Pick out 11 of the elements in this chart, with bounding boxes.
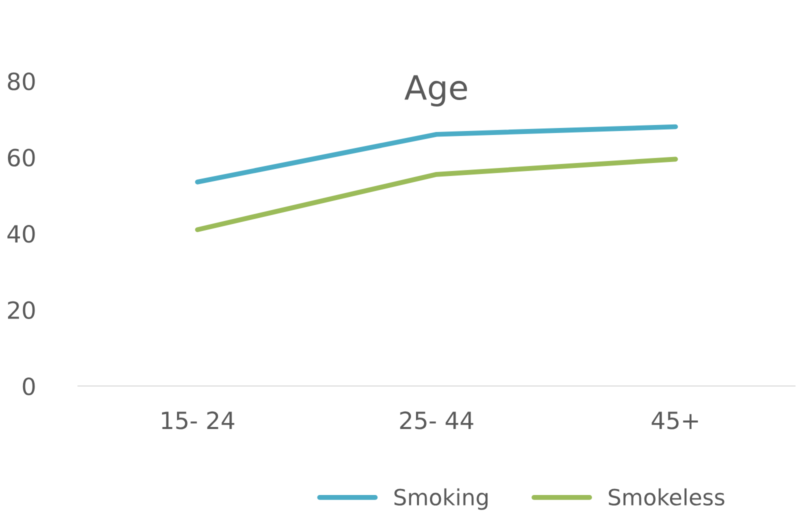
x-tick-label: 25- 44 (400, 411, 474, 430)
chart-title: Age (404, 75, 467, 107)
legend-label: Smokeless (608, 488, 724, 506)
y-tick-label: 40 (7, 224, 35, 243)
y-tick-label: 80 (8, 72, 35, 90)
x-tick-label: 15- 24 (162, 411, 234, 430)
y-tick-label: 60 (8, 148, 35, 167)
y-tick-label: 0 (22, 377, 35, 396)
y-tick-label: 20 (8, 301, 35, 320)
legend-label: Smoking (394, 488, 488, 510)
x-tick-label: 45+ (652, 412, 698, 430)
